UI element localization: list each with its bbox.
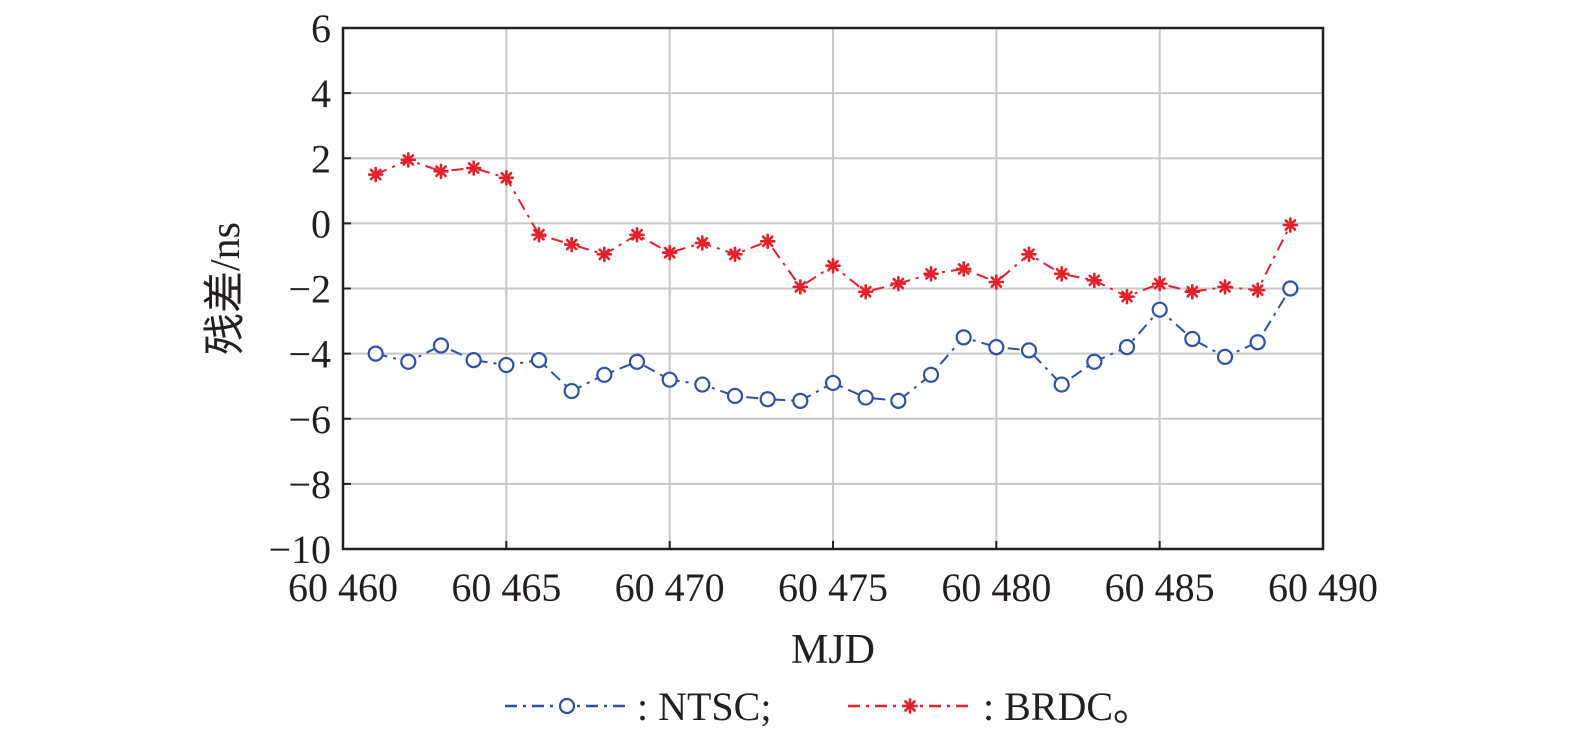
data-point-brdc bbox=[923, 266, 939, 282]
y-tick-label: −4 bbox=[288, 332, 331, 377]
data-point-brdc bbox=[433, 163, 449, 180]
data-point-ntsc bbox=[792, 392, 809, 409]
data-point-ntsc bbox=[628, 353, 646, 370]
x-axis-ticks: 60 460 60 465 60 470 60 475 60 480 60 485 60 4… bbox=[288, 541, 1378, 610]
data-point-ntsc bbox=[1151, 301, 1168, 318]
data-point-ntsc bbox=[857, 389, 874, 406]
data-point-ntsc bbox=[1249, 334, 1266, 351]
data-point-ntsc bbox=[988, 339, 1005, 356]
data-point-brdc bbox=[1249, 282, 1266, 298]
data-point-ntsc bbox=[890, 392, 907, 409]
data-point-brdc bbox=[792, 279, 809, 295]
data-point-brdc bbox=[498, 169, 515, 186]
data-point-ntsc bbox=[1282, 280, 1299, 297]
legend-label-ntsc: : NTSC; bbox=[637, 684, 771, 729]
data-point-ntsc bbox=[432, 337, 450, 354]
data-point-brdc bbox=[1053, 266, 1070, 282]
data-point-brdc bbox=[563, 236, 580, 253]
data-point-ntsc bbox=[400, 353, 417, 370]
data-point-ntsc bbox=[498, 356, 515, 374]
y-tick-label: 6 bbox=[311, 6, 331, 51]
x-tick-label: 60 460 bbox=[288, 565, 398, 610]
legend-marker-ntsc bbox=[558, 697, 576, 715]
x-axis-label: MJD bbox=[791, 627, 875, 673]
series-layer bbox=[367, 152, 1299, 409]
y-axis-label: 残差/ns bbox=[203, 222, 249, 355]
legend-item-brdc: : BRDC。 bbox=[848, 684, 1153, 729]
data-point-ntsc bbox=[694, 376, 711, 393]
data-point-brdc bbox=[825, 257, 841, 274]
data-point-brdc bbox=[759, 233, 776, 250]
data-point-ntsc bbox=[465, 352, 482, 369]
data-point-brdc bbox=[1184, 283, 1201, 300]
data-point-brdc bbox=[1086, 272, 1103, 289]
data-point-ntsc bbox=[1118, 339, 1136, 356]
data-point-ntsc bbox=[661, 371, 678, 388]
series-ntsc bbox=[367, 280, 1299, 409]
data-point-brdc bbox=[857, 283, 874, 300]
data-point-ntsc bbox=[596, 366, 613, 383]
data-point-ntsc bbox=[1020, 342, 1038, 359]
data-point-brdc bbox=[1119, 288, 1135, 305]
data-point-ntsc bbox=[922, 366, 940, 383]
data-point-brdc bbox=[1217, 279, 1233, 295]
y-axis-ticks: 6 4 2 0 −2 −4 −6 −8 −10 bbox=[268, 6, 351, 572]
x-tick-label: 60 475 bbox=[778, 565, 888, 610]
y-tick-label: −2 bbox=[288, 267, 331, 312]
data-point-brdc bbox=[890, 275, 907, 292]
data-point-ntsc bbox=[955, 329, 972, 346]
data-point-brdc bbox=[367, 166, 384, 183]
y-tick-label: 0 bbox=[311, 201, 331, 246]
data-point-ntsc bbox=[1184, 330, 1201, 348]
series-brdc bbox=[367, 152, 1299, 305]
legend: : NTSC; : BRDC。 bbox=[505, 684, 1153, 729]
data-point-brdc bbox=[694, 235, 711, 251]
data-point-brdc bbox=[727, 246, 743, 263]
data-point-brdc bbox=[400, 152, 417, 168]
x-tick-label: 60 470 bbox=[615, 565, 725, 610]
data-point-ntsc bbox=[367, 345, 384, 362]
data-point-ntsc bbox=[530, 352, 548, 369]
x-tick-label: 60 465 bbox=[451, 565, 561, 610]
y-tick-label: 2 bbox=[311, 136, 331, 181]
data-point-brdc bbox=[988, 274, 1005, 290]
y-tick-label: −10 bbox=[268, 527, 331, 572]
data-point-brdc bbox=[596, 246, 613, 263]
legend-label-brdc: : BRDC。 bbox=[983, 684, 1153, 729]
y-tick-label: −6 bbox=[288, 397, 331, 442]
x-tick-label: 60 485 bbox=[1105, 565, 1215, 610]
data-point-ntsc bbox=[1053, 376, 1070, 393]
data-point-ntsc bbox=[726, 387, 744, 405]
y-tick-label: 4 bbox=[311, 71, 331, 116]
data-point-brdc bbox=[531, 226, 547, 243]
data-point-brdc bbox=[465, 160, 482, 176]
data-point-brdc bbox=[1021, 246, 1037, 263]
data-point-ntsc bbox=[759, 391, 776, 408]
legend-item-ntsc: : NTSC; bbox=[505, 684, 771, 729]
data-point-ntsc bbox=[824, 374, 842, 392]
data-point-ntsc bbox=[1216, 348, 1234, 365]
data-point-ntsc bbox=[563, 382, 580, 400]
data-point-brdc bbox=[955, 261, 972, 277]
legend-marker-brdc bbox=[902, 698, 918, 714]
data-point-brdc bbox=[1151, 275, 1168, 292]
x-tick-label: 60 480 bbox=[941, 565, 1051, 610]
data-point-brdc bbox=[1282, 217, 1299, 233]
data-point-brdc bbox=[629, 226, 645, 243]
y-tick-label: −8 bbox=[288, 462, 331, 507]
data-point-ntsc bbox=[1086, 353, 1103, 370]
x-tick-label: 60 490 bbox=[1268, 565, 1378, 610]
data-point-brdc bbox=[661, 244, 678, 261]
